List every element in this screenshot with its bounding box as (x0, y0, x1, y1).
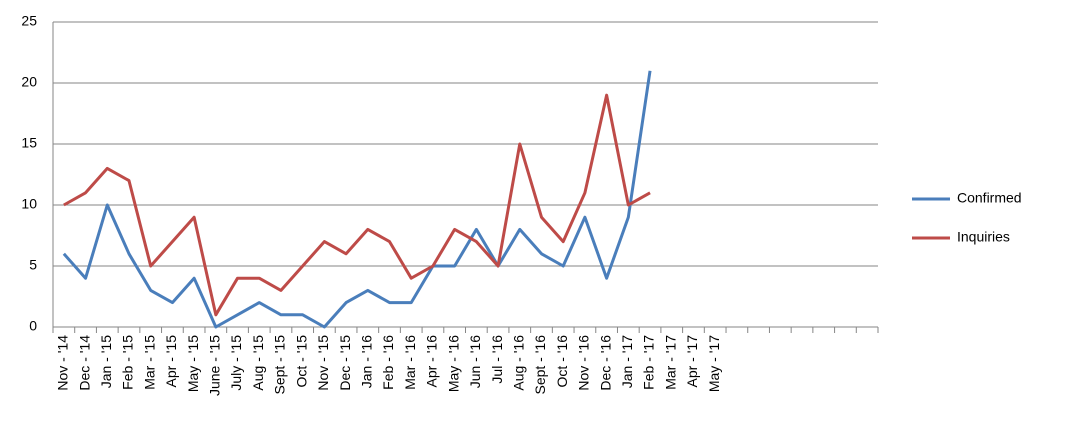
y-tick-label: 0 (29, 318, 37, 334)
x-tick-label: Jan - '15 (98, 335, 114, 388)
x-tick-label: Apr - '17 (684, 335, 700, 388)
series-line (62, 70, 652, 329)
x-tick-label: Feb - '17 (641, 335, 657, 390)
x-tick-label: Jan - '17 (619, 335, 635, 388)
x-tick-label: Nov - '14 (55, 335, 71, 391)
y-tick-label: 5 (29, 257, 37, 273)
legend-label: Inquiries (957, 229, 1010, 245)
y-tick-label: 20 (21, 74, 37, 90)
x-tick-label: May - '15 (185, 335, 201, 392)
x-tick-label: Nov - '16 (576, 335, 592, 391)
x-tick-label: Feb - '16 (380, 335, 396, 390)
y-tick-label: 10 (21, 196, 37, 212)
x-tick-label: Oct - '16 (554, 335, 570, 388)
x-tick-label: Aug - '15 (250, 335, 266, 391)
x-tick-label: June - '15 (207, 335, 223, 396)
legend-label: Confirmed (957, 190, 1022, 206)
x-tick-label: Mar - '16 (402, 335, 418, 390)
x-tick-label: Dec - '14 (76, 335, 92, 391)
x-tick-label: Nov - '15 (315, 335, 331, 391)
x-tick-label: Mar - '17 (662, 335, 678, 390)
x-tick-label: May - '17 (706, 335, 722, 392)
x-tick-label: Oct - '15 (293, 335, 309, 388)
x-tick-label: Sept - '16 (532, 335, 548, 395)
x-tick-label: Dec - '16 (597, 335, 613, 391)
x-tick-label: Mar - '15 (141, 335, 157, 390)
x-tick-label: Dec - '15 (337, 335, 353, 391)
x-tick-label: Apr - '15 (163, 335, 179, 388)
series-line (63, 93, 651, 317)
x-tick-label: May - '16 (445, 335, 461, 392)
y-tick-label: 25 (21, 13, 37, 29)
x-tick-label: Aug - '16 (510, 335, 526, 391)
x-tick-label: July - '15 (228, 335, 244, 391)
y-tick-label: 15 (21, 135, 37, 151)
x-tick-label: Jun - '16 (467, 335, 483, 388)
x-tick-label: Apr - '16 (424, 335, 440, 388)
x-tick-label: Sept - '15 (272, 335, 288, 395)
x-tick-label: Jul - '16 (489, 335, 505, 384)
x-tick-label: Jan - '16 (359, 335, 375, 388)
x-tick-label: Feb - '15 (120, 335, 136, 390)
